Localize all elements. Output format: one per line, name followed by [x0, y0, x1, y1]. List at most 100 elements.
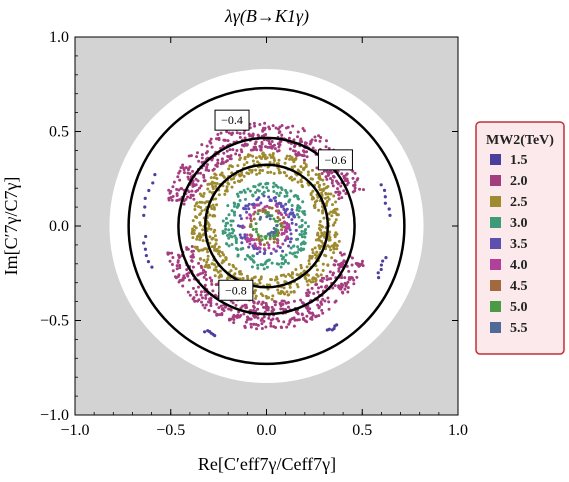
data-point: [342, 252, 346, 256]
data-point: [316, 303, 320, 307]
data-point: [238, 270, 242, 274]
data-point: [321, 178, 325, 182]
data-point: [252, 247, 256, 251]
data-point: [313, 205, 317, 209]
x-axis-ticks: −1.0 −0.5 0.0 0.5 1.0: [60, 37, 468, 439]
data-point: [290, 218, 294, 222]
data-point: [289, 131, 293, 135]
data-point: [170, 251, 174, 255]
data-point: [196, 285, 200, 289]
data-point: [260, 327, 264, 331]
data-point: [230, 132, 234, 136]
data-point: [231, 315, 235, 319]
data-point: [303, 235, 307, 239]
data-point: [213, 274, 217, 278]
data-point: [302, 316, 306, 320]
data-point: [360, 262, 364, 266]
data-point: [243, 190, 247, 194]
data-point: [211, 203, 215, 207]
contour-lines: −0.4 −0.6 −0.8: [127, 86, 406, 366]
data-point: [276, 215, 280, 219]
data-point: [314, 238, 318, 242]
data-point: [281, 216, 285, 220]
data-point: [260, 238, 264, 242]
data-point: [200, 156, 204, 160]
data-point: [325, 274, 329, 278]
data-point: [353, 180, 357, 184]
data-point: [273, 303, 277, 307]
data-point: [204, 151, 208, 155]
data-point: [335, 323, 339, 327]
data-point: [181, 163, 185, 167]
data-point: [255, 172, 259, 176]
data-point: [197, 159, 201, 163]
data-point: [194, 290, 198, 294]
data-point: [254, 168, 258, 172]
data-point: [271, 234, 275, 238]
data-point: [376, 271, 380, 275]
contour-label: −0.8: [225, 283, 247, 297]
data-point: [249, 219, 253, 223]
data-point: [281, 242, 285, 246]
data-point: [350, 276, 354, 280]
data-point: [249, 216, 253, 220]
data-point: [265, 204, 269, 208]
data-point: [356, 262, 360, 266]
data-point: [336, 190, 340, 194]
legend-swatch: [490, 280, 501, 291]
data-point: [276, 241, 280, 245]
data-point: [214, 184, 218, 188]
data-point: [195, 247, 199, 251]
data-point: [142, 241, 146, 245]
data-point: [191, 182, 195, 186]
data-point: [300, 313, 304, 317]
data-point: [259, 242, 263, 246]
data-point: [238, 214, 242, 218]
data-point: [290, 156, 294, 160]
data-point: [199, 184, 203, 188]
data-point: [219, 131, 223, 135]
data-point: [268, 214, 272, 218]
data-point: [308, 142, 312, 146]
data-point: [351, 176, 355, 180]
data-point: [294, 193, 298, 197]
data-point: [180, 187, 184, 191]
data-point: [144, 253, 148, 258]
legend-swatch: [490, 175, 501, 186]
data-point: [176, 259, 180, 263]
y-tick-label: 1.0: [49, 29, 69, 46]
data-point: [259, 275, 263, 279]
data-point: [340, 253, 344, 257]
data-point: [353, 186, 357, 190]
data-point: [270, 261, 274, 265]
data-point: [347, 269, 351, 273]
data-point: [277, 194, 281, 198]
data-point: [275, 317, 279, 321]
data-point: [320, 191, 324, 195]
data-point: [311, 195, 315, 199]
data-point: [256, 233, 260, 237]
data-point: [232, 176, 236, 180]
data-point: [283, 194, 287, 198]
data-point: [255, 238, 259, 242]
data-point: [250, 257, 254, 261]
data-point: [261, 294, 265, 298]
data-point: [245, 233, 249, 237]
data-point: [299, 137, 303, 141]
data-point: [284, 260, 288, 264]
data-point: [278, 171, 282, 175]
data-point: [308, 254, 312, 258]
data-point: [239, 272, 243, 276]
data-point: [300, 230, 304, 234]
data-point: [301, 127, 305, 131]
data-point: [286, 261, 290, 265]
data-point: [330, 256, 334, 260]
data-point: [263, 208, 267, 212]
data-point: [218, 249, 222, 253]
data-point: [299, 272, 303, 276]
data-point: [292, 215, 296, 219]
data-point: [271, 185, 275, 189]
data-point: [340, 264, 344, 268]
data-point: [282, 207, 286, 211]
